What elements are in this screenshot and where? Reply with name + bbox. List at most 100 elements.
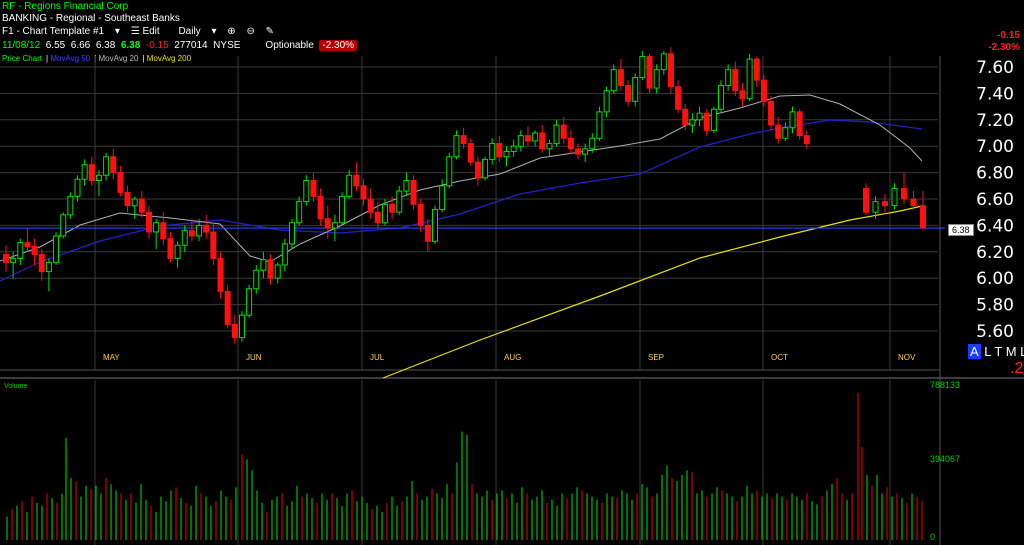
pct-change-badge: -2.30% [319, 40, 358, 51]
candle-body [439, 185, 446, 211]
candle-body [3, 253, 9, 263]
candle-body [10, 257, 17, 263]
candle-body [460, 135, 467, 145]
drawing-tools[interactable]: A L T M L [968, 344, 1024, 359]
candle-body [920, 205, 926, 229]
x-month-label: SEP [648, 353, 664, 362]
candle-body [260, 259, 267, 271]
candle-body [596, 111, 603, 139]
toolbar: F1 - Chart Template #1 ▾ ☰ Edit Daily ▾ … [2, 26, 282, 37]
candle-body [24, 242, 31, 248]
candle-body [196, 224, 203, 237]
quote-change: -0.15 [145, 40, 169, 51]
candle-body [796, 111, 803, 137]
y-tick-label: 6.00 [976, 269, 1014, 289]
candle-body [632, 77, 639, 102]
draw-pencil-icon[interactable]: ✎ [265, 26, 275, 37]
tool-letters[interactable]: L T M L [984, 344, 1024, 359]
candle-body [153, 222, 160, 233]
candle-body [560, 124, 567, 139]
quote-volume: 277014 [174, 40, 208, 51]
candle-body [417, 203, 424, 226]
candle-body [138, 198, 145, 213]
candle-body [367, 198, 374, 213]
candle-body [782, 127, 789, 139]
candle-body [67, 195, 74, 216]
candle-body [510, 145, 517, 152]
candle-body [224, 290, 231, 325]
candle-body [489, 143, 496, 160]
candle-body [910, 198, 917, 207]
y-tick-label: 7.20 [976, 111, 1014, 131]
candle-body [181, 230, 188, 246]
candle-body [317, 195, 324, 220]
candle-body [725, 69, 732, 86]
candle-body [482, 158, 489, 179]
legend-ma50: MovAvg 50 [50, 54, 91, 63]
candle-body [467, 143, 474, 163]
y-tick-label: 5.60 [976, 322, 1014, 342]
candle-body [891, 187, 898, 207]
candle-body [281, 243, 288, 266]
candle-body [863, 187, 869, 213]
candle-body [74, 178, 81, 197]
candle-body [517, 135, 524, 147]
annotation-tool-a[interactable]: A [968, 344, 981, 359]
candle-body [689, 119, 696, 126]
candle-body [760, 79, 767, 102]
candle-body [474, 161, 481, 179]
candle-body [589, 137, 596, 150]
candle-body [53, 235, 60, 263]
quote-close: 6.38 [120, 40, 141, 51]
change-percent: -2.30% [988, 42, 1020, 53]
legend-price: Price Chart [2, 54, 43, 63]
candle-body [339, 195, 346, 224]
x-month-label: MAY [103, 353, 120, 362]
candle-body [217, 257, 224, 292]
candle-body [901, 187, 907, 200]
quote-line: 11/08/12 6.55 6.66 6.38 6.38 -0.15 27701… [2, 40, 358, 51]
edit-button[interactable]: ☰ Edit [130, 26, 160, 37]
candle-body [603, 90, 610, 113]
candle-body [381, 203, 388, 224]
candle-body [424, 224, 431, 242]
candle-body [775, 124, 782, 139]
candle-body [346, 174, 353, 197]
candle-body [17, 242, 24, 259]
candle-body [803, 135, 810, 145]
candle-body [553, 124, 560, 145]
candle-body [131, 198, 138, 207]
candle-body [739, 90, 746, 100]
candle-body [582, 148, 589, 155]
ma50-line [0, 119, 923, 282]
zoom-in-icon[interactable]: ⊕ [227, 26, 236, 37]
x-month-label: OCT [771, 353, 788, 362]
candle-body [296, 201, 303, 224]
candle-body [410, 180, 417, 205]
candle-body [38, 253, 45, 273]
candle-body [625, 84, 632, 102]
y-tick-label: 7.40 [976, 84, 1014, 104]
volume-title: Volume [4, 383, 27, 390]
period-select[interactable]: Daily ▾ [178, 26, 217, 37]
zoom-out-icon[interactable]: ⊖ [246, 26, 255, 37]
candle-body [88, 164, 95, 182]
candle-body [60, 214, 67, 237]
candle-body [746, 58, 753, 100]
candle-body [124, 191, 131, 207]
quote-low: 6.38 [95, 40, 116, 51]
symbol-title: RF - Regions Financial Corp [2, 1, 129, 12]
candle-body [238, 314, 245, 339]
volume-axis-label: 788133 [930, 380, 960, 390]
candle-body [231, 323, 238, 339]
candle-body [653, 69, 660, 89]
volume-axis-label: 0 [930, 532, 935, 542]
candle-body [31, 246, 38, 255]
candle-body [696, 112, 703, 121]
candle-body [303, 180, 310, 203]
x-month-label: AUG [504, 353, 521, 362]
candle-body [575, 148, 581, 155]
template-select[interactable]: F1 - Chart Template #1 ▾ [2, 26, 120, 37]
sector-line[interactable]: BANKING - Regional - Southeast Banks [2, 13, 180, 24]
